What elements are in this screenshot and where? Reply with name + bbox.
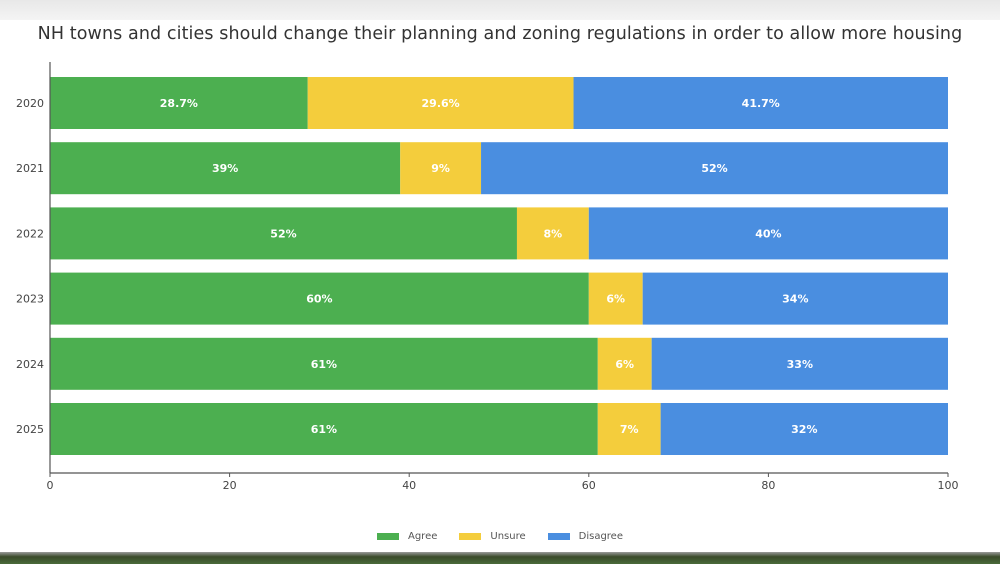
data-label-unsure-2023: 6% — [606, 293, 625, 306]
data-label-unsure-2021: 9% — [431, 162, 450, 175]
data-label-unsure-2020: 29.6% — [422, 97, 460, 110]
y-tick-label-2022: 2022 — [16, 227, 44, 240]
data-label-disagree-2020: 41.7% — [742, 97, 780, 110]
data-label-agree-2020: 28.7% — [160, 97, 198, 110]
x-tick-label-20: 20 — [223, 479, 237, 492]
bar-unsure-2024 — [597, 337, 652, 390]
bar-unsure-2020 — [307, 77, 574, 129]
bar-unsure-2022 — [516, 207, 589, 260]
bar-disagree-2023 — [642, 272, 948, 325]
bar-disagree-2025 — [660, 403, 948, 455]
y-tick-label-2021: 2021 — [16, 162, 44, 175]
legend-label-agree: Agree — [407, 531, 438, 542]
legend-item-unsure: Unsure — [459, 531, 526, 542]
data-label-disagree-2025: 32% — [791, 423, 817, 436]
bar-unsure-2021 — [400, 142, 482, 195]
legend: Agree Unsure Disagree — [0, 531, 1000, 542]
legend-item-agree: Agree — [376, 531, 438, 542]
legend-swatch-disagree — [547, 533, 570, 540]
bars-layer: 28.7% 29.6% 41.7% 39% 9% 52% 52% 8% 40% 60% 6% 34% 6… — [50, 77, 948, 455]
y-tick-label-2024: 2024 — [16, 358, 44, 371]
bar-agree-2025 — [50, 403, 598, 455]
legend-swatch-agree — [376, 533, 399, 540]
legend-swatch-unsure — [459, 533, 482, 540]
y-tick-label-2025: 2025 — [16, 423, 44, 436]
bar-agree-2020 — [50, 77, 308, 129]
legend-label-disagree: Disagree — [578, 531, 623, 542]
data-label-agree-2024: 61% — [311, 358, 337, 371]
axes-layer: 2020 2021 2022 2023 2024 2025 0 20 40 60 80 100 — [16, 62, 959, 492]
x-tick-label-80: 80 — [761, 479, 775, 492]
data-label-disagree-2023: 34% — [782, 293, 808, 306]
legend-item-disagree: Disagree — [547, 531, 623, 542]
bar-agree-2023 — [50, 272, 589, 325]
data-label-disagree-2022: 40% — [755, 227, 781, 240]
bar-agree-2021 — [50, 142, 401, 195]
bar-disagree-2020 — [573, 77, 948, 129]
data-label-unsure-2022: 8% — [544, 227, 563, 240]
bar-agree-2024 — [50, 337, 598, 390]
data-label-disagree-2021: 52% — [701, 162, 727, 175]
bar-disagree-2024 — [651, 337, 948, 390]
bar-agree-2022 — [50, 207, 517, 260]
x-tick-label-100: 100 — [938, 479, 959, 492]
window-top-band — [0, 0, 1000, 20]
bar-disagree-2021 — [481, 142, 948, 195]
y-tick-label-2023: 2023 — [16, 293, 44, 306]
x-tick-label-40: 40 — [402, 479, 416, 492]
data-label-disagree-2024: 33% — [787, 358, 813, 371]
data-label-agree-2023: 60% — [306, 293, 332, 306]
x-tick-label-60: 60 — [582, 479, 596, 492]
data-label-agree-2025: 61% — [311, 423, 337, 436]
data-label-unsure-2025: 7% — [620, 423, 639, 436]
x-tick-label-0: 0 — [47, 479, 54, 492]
data-label-agree-2021: 39% — [212, 162, 238, 175]
bar-disagree-2022 — [588, 207, 948, 260]
bar-unsure-2023 — [588, 272, 643, 325]
data-label-agree-2022: 52% — [270, 227, 296, 240]
y-tick-label-2020: 2020 — [16, 97, 44, 110]
chart-title: NH towns and cities should change their … — [37, 24, 963, 44]
bar-unsure-2025 — [597, 403, 661, 455]
data-label-unsure-2024: 6% — [615, 358, 634, 371]
legend-label-unsure: Unsure — [490, 531, 526, 542]
desktop-taskbar-strip — [0, 552, 1000, 564]
